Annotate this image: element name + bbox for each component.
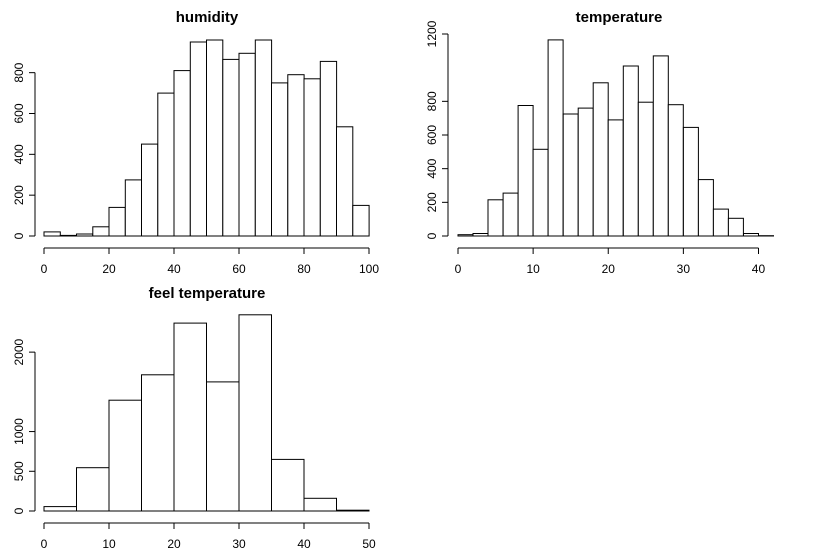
histogram-bar: [303, 78, 321, 237]
histogram-bar: [336, 126, 354, 237]
histogram-bar: [173, 322, 207, 512]
histogram-bar: [108, 399, 142, 512]
histogram-bar: [287, 74, 305, 237]
x-tick-label: 30: [677, 262, 691, 276]
histogram-bar: [173, 70, 191, 237]
histogram-bar: [592, 82, 609, 237]
y-tick-label: 1200: [425, 20, 439, 47]
histogram-bar: [141, 374, 175, 512]
x-tick-label: 50: [362, 537, 376, 551]
x-tick-label: 40: [297, 537, 311, 551]
histogram-bar: [76, 467, 110, 512]
histogram-bar: [141, 143, 159, 237]
x-tick-label: 40: [167, 262, 181, 276]
histogram-bar: [222, 58, 240, 237]
histogram-bar: [59, 234, 78, 237]
histogram-bar: [517, 105, 534, 237]
x-tick-label: 30: [232, 537, 246, 551]
histogram-bar: [562, 113, 579, 237]
histogram-bar: [743, 233, 759, 237]
histogram-bar: [607, 119, 624, 237]
y-tick-label: 0: [425, 232, 439, 239]
y-tick-label: 0: [12, 232, 26, 239]
humidity-histogram: humidity 0 20 40 60 80 100 0 200 400 600 800: [12, 9, 379, 276]
feel-temperature-histogram: feel temperature 0 10 20 30 40 50 0 500 1000 200…: [12, 285, 376, 551]
x-axis: 0 20 40 60 80 100: [41, 247, 379, 276]
bars: [43, 314, 370, 512]
y-tick-label: 800: [425, 91, 439, 111]
histogram-bar: [238, 314, 272, 512]
y-tick-label: 500: [12, 461, 26, 481]
histogram-bar: [577, 107, 594, 237]
chart-title: temperature: [576, 9, 663, 26]
histogram-bar: [487, 199, 504, 237]
y-axis: 0 500 1000 2000: [12, 338, 36, 514]
y-axis: 0 200 400 600 800: [12, 62, 36, 239]
histogram-bar: [92, 226, 110, 237]
x-tick-label: 100: [359, 262, 379, 276]
bars: [43, 39, 370, 237]
x-axis: 0 10 20 30 40: [455, 247, 766, 276]
histogram-bar: [667, 104, 684, 237]
histogram-bar: [532, 148, 549, 237]
histogram-bar: [157, 92, 175, 237]
histogram-bar: [319, 60, 338, 237]
x-tick-label: 0: [41, 262, 48, 276]
x-tick-label: 20: [102, 262, 116, 276]
histogram-bar: [682, 126, 699, 237]
y-tick-label: 600: [425, 125, 439, 145]
histogram-bar: [502, 192, 519, 237]
y-tick-label: 2000: [12, 338, 26, 365]
x-tick-label: 10: [526, 262, 540, 276]
x-tick-label: 80: [297, 262, 311, 276]
histogram-bar: [727, 217, 744, 237]
y-tick-label: 400: [425, 158, 439, 178]
x-tick-label: 20: [602, 262, 616, 276]
histogram-bar: [547, 39, 564, 237]
bars: [457, 39, 774, 237]
y-tick-label: 200: [12, 185, 26, 205]
histogram-bar: [189, 41, 208, 237]
x-tick-label: 0: [455, 262, 462, 276]
histogram-bar: [76, 233, 94, 237]
histogram-bar: [352, 204, 370, 237]
histogram-bar: [472, 233, 489, 237]
y-tick-label: 200: [425, 192, 439, 212]
x-tick-label: 60: [232, 262, 246, 276]
x-tick-label: 10: [102, 537, 116, 551]
histogram-bar: [108, 206, 126, 237]
x-tick-label: 40: [752, 262, 766, 276]
histogram-bar: [622, 65, 639, 237]
histogram-bar: [43, 506, 77, 512]
histogram-bar: [206, 39, 224, 237]
histogram-bar: [124, 179, 143, 237]
histogram-bar: [712, 208, 729, 237]
histogram-bar: [254, 39, 273, 237]
x-axis: 0 10 20 30 40 50: [41, 522, 376, 551]
histogram-bar: [652, 55, 669, 237]
y-axis: 0 200 400 600 800 1200: [425, 20, 449, 239]
x-tick-label: 20: [167, 537, 181, 551]
y-tick-label: 400: [12, 144, 26, 164]
y-tick-label: 0: [12, 507, 26, 514]
histogram-bar: [206, 381, 240, 512]
y-tick-label: 1000: [12, 418, 26, 445]
y-tick-label: 600: [12, 103, 26, 123]
y-tick-label: 800: [12, 62, 26, 82]
histogram-bar: [271, 458, 305, 512]
chart-title: humidity: [176, 9, 239, 26]
temperature-histogram: temperature 0 10 20 30 40 0 200 400 600 800 1200: [425, 9, 774, 276]
histogram-bar: [637, 101, 654, 237]
histogram-bar: [238, 52, 256, 237]
histogram-bar: [697, 179, 714, 237]
histogram-bar: [271, 82, 289, 237]
histogram-bar: [336, 509, 370, 512]
histogram-bar: [303, 497, 337, 512]
chart-title: feel temperature: [149, 285, 266, 302]
x-tick-label: 0: [41, 537, 48, 551]
histogram-bar: [457, 234, 474, 237]
histogram-bar: [43, 231, 61, 237]
